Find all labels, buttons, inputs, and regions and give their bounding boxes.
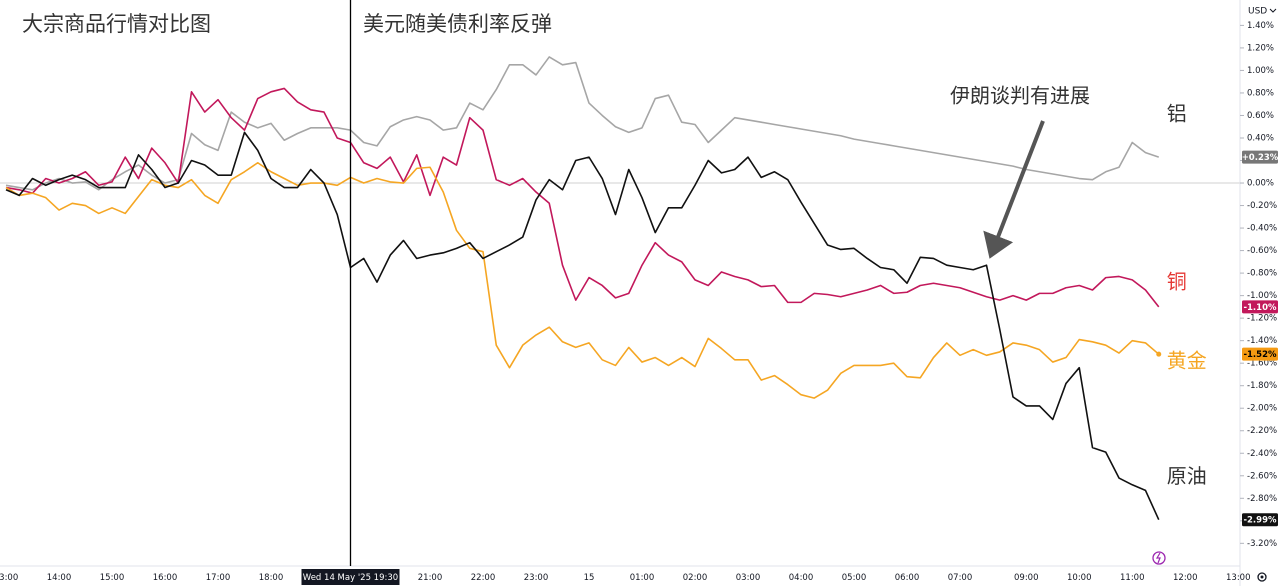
y-tick-label: -1.80% bbox=[1247, 381, 1277, 391]
series-label: 原油 bbox=[1167, 464, 1207, 488]
series-line bbox=[5, 87, 1160, 308]
x-tick-label: 04:00 bbox=[789, 573, 814, 583]
series-line bbox=[5, 131, 1160, 521]
plot-area bbox=[0, 56, 1240, 521]
y-tick-label: -0.60% bbox=[1247, 246, 1277, 256]
x-tick-label: 03:00 bbox=[736, 573, 761, 583]
y-tick-label: -2.40% bbox=[1247, 449, 1277, 459]
lightning-icon[interactable] bbox=[1152, 551, 1166, 565]
annotation-arrow bbox=[983, 120, 1045, 259]
series-line bbox=[5, 56, 1160, 191]
y-tick-label: 1.00% bbox=[1247, 66, 1274, 76]
x-tick-label: 13:00 bbox=[1226, 573, 1251, 583]
value-badge-label: -1.52% bbox=[1243, 350, 1276, 360]
y-tick-label: 1.40% bbox=[1247, 21, 1274, 31]
value-badge bbox=[1242, 347, 1278, 361]
annotation: 美元随美债利率反弹 bbox=[363, 12, 552, 36]
x-tick-label: 07:00 bbox=[948, 573, 973, 583]
currency-label[interactable]: USD bbox=[1248, 7, 1267, 17]
settings-icon[interactable] bbox=[1257, 572, 1267, 582]
y-tick-label: -0.20% bbox=[1247, 201, 1277, 211]
x-tick-label: 06:00 bbox=[895, 573, 920, 583]
value-badge bbox=[1242, 150, 1278, 164]
x-tick-label: 15 bbox=[584, 573, 595, 583]
x-tick-label: 12:00 bbox=[1173, 573, 1198, 583]
end-marker bbox=[1156, 351, 1162, 357]
y-tick-label: 0.40% bbox=[1247, 133, 1274, 143]
annotation: 伊朗谈判有进展 bbox=[950, 84, 1090, 108]
y-tick-label: -2.80% bbox=[1247, 494, 1277, 504]
dropdown-icon[interactable] bbox=[1269, 8, 1277, 13]
crosshair-label: Wed 14 May '25 19:30 bbox=[303, 573, 398, 583]
x-tick-label: 14:00 bbox=[47, 573, 72, 583]
x-tick-label: 16:00 bbox=[153, 573, 178, 583]
x-tick-label: 17:00 bbox=[206, 573, 231, 583]
value-badge bbox=[1242, 513, 1278, 527]
x-tick-label: 18:00 bbox=[259, 573, 284, 583]
series-label: 铜 bbox=[1167, 269, 1187, 293]
series-label: 黄金 bbox=[1167, 349, 1207, 373]
value-badge bbox=[1242, 300, 1278, 314]
x-tick-label: 01:00 bbox=[630, 573, 655, 583]
y-tick-label: 1.20% bbox=[1247, 43, 1274, 53]
y-tick-label: 0.00% bbox=[1247, 179, 1274, 189]
chart-title: 大宗商品行情对比图 bbox=[22, 12, 211, 36]
x-tick-label: 15:00 bbox=[100, 573, 125, 583]
x-tick-label: 11:00 bbox=[1120, 573, 1145, 583]
y-tick-label: -2.00% bbox=[1247, 404, 1277, 414]
value-badge-label: +0.23% bbox=[1242, 153, 1279, 163]
y-tick-label: 0.80% bbox=[1247, 88, 1274, 98]
y-tick-label: -1.40% bbox=[1247, 336, 1277, 346]
x-tick-label: 02:00 bbox=[683, 573, 708, 583]
y-tick-label: -0.40% bbox=[1247, 224, 1277, 234]
series-line bbox=[5, 161, 1160, 399]
x-tick-label: 22:00 bbox=[471, 573, 496, 583]
y-tick-label: -1.60% bbox=[1247, 359, 1277, 369]
x-tick-label: 23:00 bbox=[524, 573, 549, 583]
y-tick-label: -1.00% bbox=[1247, 291, 1277, 301]
y-tick-label: -3.20% bbox=[1247, 539, 1277, 549]
x-tick-label: 10:00 bbox=[1067, 573, 1092, 583]
y-tick-label: -2.20% bbox=[1247, 426, 1277, 436]
x-tick-label: 21:00 bbox=[418, 573, 443, 583]
x-tick-label: 09:00 bbox=[1014, 573, 1039, 583]
crosshair-label-bg bbox=[301, 569, 400, 585]
y-tick-label: -1.20% bbox=[1247, 314, 1277, 324]
y-tick-label: -0.80% bbox=[1247, 269, 1277, 279]
y-tick-label: -2.60% bbox=[1247, 471, 1277, 481]
x-tick-label: 13:00 bbox=[0, 573, 18, 583]
series-label: 铝 bbox=[1167, 102, 1187, 126]
value-badge-label: -2.99% bbox=[1243, 516, 1276, 526]
value-badge-label: -1.10% bbox=[1243, 303, 1276, 313]
y-tick-label: 0.60% bbox=[1247, 111, 1274, 121]
x-tick-label: 05:00 bbox=[842, 573, 867, 583]
